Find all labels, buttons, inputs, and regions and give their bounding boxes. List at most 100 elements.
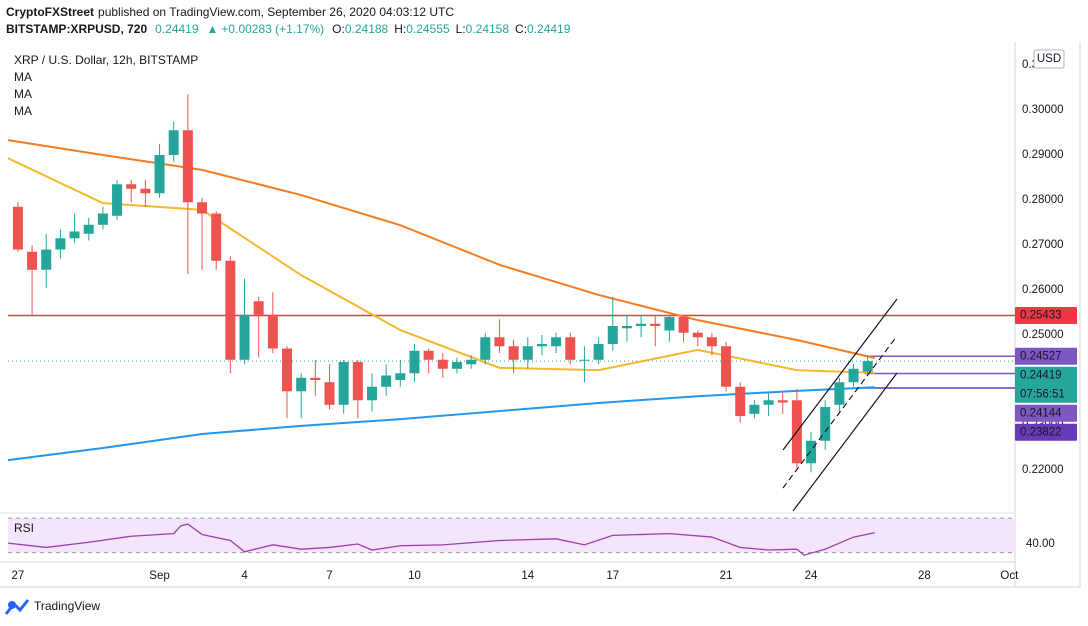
candle-body <box>225 260 236 360</box>
plot: 0.220000.230000.240000.250000.260000.270… <box>7 59 1077 582</box>
price-label: 0.24527 <box>1020 350 1062 362</box>
candle-body <box>692 332 703 338</box>
candle-body <box>97 213 108 225</box>
ohlc-value: 0.24555 <box>406 22 450 36</box>
candle-body <box>820 407 831 441</box>
y-tick-label: 40.00 <box>1026 538 1055 550</box>
ohlc-value: 0.24158 <box>466 22 510 36</box>
candle-body <box>565 337 576 360</box>
candle-body <box>324 382 335 405</box>
candle-body <box>536 344 547 347</box>
candle-body <box>763 400 774 405</box>
candle-body <box>579 359 590 361</box>
candle-body <box>282 348 293 392</box>
candle-body <box>41 249 52 270</box>
published: published on TradingView.com, September … <box>98 5 454 19</box>
candle-body <box>508 346 519 360</box>
candle-body <box>69 231 80 239</box>
candle-body <box>834 382 845 405</box>
y-tick-label: 0.22000 <box>1022 464 1064 476</box>
symbol-line: BITSTAMP:XRPUSD, 720 0.24419 ▲ +0.00283 (+1… <box>6 22 571 36</box>
candle-body <box>480 337 491 360</box>
ohlc-key: H: <box>394 22 406 36</box>
ohlc-value: 0.24419 <box>527 22 571 36</box>
change: +0.00283 (+1.17%) <box>221 22 324 36</box>
x-tick-label: 10 <box>408 570 421 582</box>
candle-body <box>494 337 505 347</box>
candle-body <box>140 188 151 194</box>
x-tick-label: 4 <box>241 570 248 582</box>
logo-mark <box>4 599 30 615</box>
countdown: 07:56:51 <box>1020 388 1065 400</box>
candle-body <box>267 314 278 349</box>
chart-title: XRP / U.S. Dollar, 12h, BITSTAMP <box>14 53 198 67</box>
candle-body <box>296 377 307 392</box>
candle-body <box>27 251 38 270</box>
candle-body <box>12 206 23 250</box>
legend-entry: MA <box>14 70 32 84</box>
legend-entry: MA <box>14 87 32 101</box>
price-label: 0.23822 <box>1020 426 1062 438</box>
x-tick-label: Sep <box>149 570 169 582</box>
candle-body <box>338 362 349 405</box>
candle-body <box>806 440 817 464</box>
candle-body <box>664 317 675 331</box>
price-label-box <box>1015 366 1077 403</box>
price-label: 0.24144 <box>1020 407 1062 419</box>
legend-entry: MA <box>14 104 32 118</box>
candle-body <box>197 202 208 214</box>
channel-upper <box>782 298 898 451</box>
candle-body <box>168 130 179 156</box>
price-label: 0.25433 <box>1020 310 1062 322</box>
candle-body <box>749 404 760 414</box>
candle-body <box>437 359 448 369</box>
candle-body <box>706 337 717 347</box>
candle-body <box>466 359 477 365</box>
x-tick-label: 27 <box>12 570 25 582</box>
candle-body <box>381 375 392 387</box>
price-label-box <box>1015 307 1077 325</box>
arrow: ▲ <box>207 22 219 36</box>
candle-body <box>112 184 123 216</box>
currency: USD <box>1037 53 1061 65</box>
candle-body <box>721 346 732 387</box>
price-label-box <box>1015 423 1077 441</box>
candle-body <box>735 386 746 417</box>
candle-body <box>650 323 661 327</box>
y-tick-label: 0.25000 <box>1022 329 1064 341</box>
candle-body <box>409 350 420 374</box>
rsi-band <box>8 518 1015 553</box>
rsi-line <box>7 523 875 556</box>
candle-body <box>551 337 562 347</box>
candle-body <box>777 400 788 403</box>
candle-body <box>848 368 859 383</box>
price-label: 0.24419 <box>1020 369 1062 381</box>
x-tick-label: 21 <box>720 570 733 582</box>
candle-body <box>636 323 647 327</box>
candle-body <box>451 362 462 369</box>
candle-body <box>621 326 632 329</box>
x-tick-label: 28 <box>918 570 931 582</box>
candle-body <box>522 346 533 360</box>
x-tick-label: 17 <box>606 570 619 582</box>
symbol: BITSTAMP:XRPUSD, 720 <box>6 22 147 36</box>
candle-body <box>239 314 250 360</box>
channel-lower <box>792 372 898 512</box>
ohlc-key: L: <box>456 22 466 36</box>
candle-body <box>607 326 618 345</box>
y-tick-label: 0.27000 <box>1022 239 1064 251</box>
y-tick-label: 0.26000 <box>1022 284 1064 296</box>
y-tick-label: 0.29000 <box>1022 149 1064 161</box>
brand: TradingView <box>34 599 100 613</box>
price-pane <box>8 44 1015 512</box>
last-price: 0.24419 <box>155 22 199 36</box>
brand-logo <box>4 599 30 615</box>
candle-body <box>352 362 363 401</box>
currency-box[interactable] <box>1033 49 1065 69</box>
y-tick-label: 0.28000 <box>1022 194 1064 206</box>
price-label-box <box>1015 404 1077 422</box>
ma-line <box>7 157 875 374</box>
candle-body <box>678 317 689 333</box>
candle-body <box>126 184 137 189</box>
